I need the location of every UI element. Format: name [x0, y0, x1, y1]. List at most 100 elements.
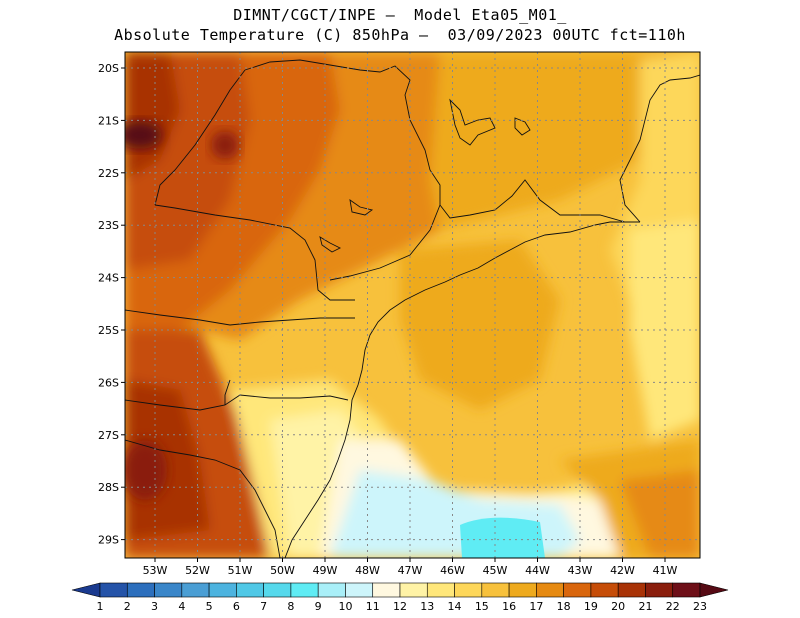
lat-tick-label: 21S	[98, 114, 119, 127]
colorbar-label: 13	[420, 600, 434, 613]
lon-tick-label: 44W	[525, 564, 550, 577]
colorbar-swatch	[99, 582, 128, 598]
state-border-north	[244, 59, 640, 223]
colorbar-label: 18	[557, 600, 571, 613]
colorbar-label: 20	[611, 600, 625, 613]
border-parana-sp	[154, 204, 355, 301]
hot-core-south	[125, 440, 167, 500]
colorbar-label: 11	[366, 600, 380, 613]
colorbar-swatch	[508, 582, 537, 598]
colorbar-swatch	[154, 582, 183, 598]
lake-marimbondo	[514, 117, 531, 136]
lon-tick-label: 53W	[143, 564, 168, 577]
lat-tick-label: 23S	[98, 219, 119, 232]
lat-tick-label: 25S	[98, 324, 119, 337]
colorbar-swatch	[236, 582, 264, 598]
colorbar-label: 9	[315, 600, 322, 613]
colorbar-swatch	[399, 582, 428, 598]
colorbar-label: 3	[151, 600, 158, 613]
lon-tick-label: 43W	[568, 564, 593, 577]
colorbar-swatch	[617, 582, 646, 598]
lon-tick-label: 51W	[228, 564, 253, 577]
lat-tick-label: 24S	[98, 272, 119, 285]
colorbar-label: 7	[260, 600, 267, 613]
colorbar-high-arrow	[699, 582, 729, 598]
colorbar-label: 14	[448, 600, 462, 613]
field-central-orange	[400, 240, 560, 410]
lon-tick-label: 42W	[610, 564, 635, 577]
colorbar-label: 15	[475, 600, 489, 613]
colorbar-swatch	[181, 582, 210, 598]
colorbar-swatch	[672, 582, 701, 598]
lake-furnas	[449, 98, 496, 146]
lon-tick-label: 49W	[313, 564, 338, 577]
lat-tick-label: 26S	[98, 376, 119, 389]
lat-tick-label: 22S	[98, 167, 119, 180]
colorbar-swatch	[372, 582, 401, 598]
map-title-line2: Absolute Temperature (C) 850hPa – 03/09/…	[114, 26, 686, 44]
colorbar-swatch	[290, 582, 319, 598]
colorbar: 1 2 3 4 5 6 7 8 9 10 11 12 13 14 15 16 17 18 19 20 21 22 23	[71, 582, 729, 613]
lon-tick-label: 41W	[653, 564, 678, 577]
colorbar-label: 22	[666, 600, 680, 613]
colorbar-swatch	[126, 582, 155, 598]
colorbar-swatch	[645, 582, 674, 598]
lake-itaipu	[319, 236, 342, 253]
colorbar-swatch	[536, 582, 564, 598]
lon-tick-label: 52W	[185, 564, 210, 577]
lon-tick-label: 47W	[398, 564, 423, 577]
colorbar-label: 21	[638, 600, 652, 613]
lat-tick-label: 20S	[98, 62, 119, 75]
border-rs-interior	[125, 439, 281, 558]
cold-pool	[460, 517, 545, 558]
temperature-field	[125, 52, 700, 558]
field-ne-core	[440, 60, 640, 200]
lon-tick-label: 45W	[483, 564, 508, 577]
colorbar-swatch	[563, 582, 592, 598]
colorbar-swatch	[263, 582, 292, 598]
border-west-north	[154, 69, 246, 206]
field-sw-deep	[125, 380, 210, 540]
coastlines-borders	[125, 59, 700, 558]
colorbar-label: 4	[178, 600, 185, 613]
field-se-darkorange	[620, 470, 700, 558]
lat-tick-label: 29S	[98, 534, 119, 547]
border-pr-sc	[125, 309, 355, 326]
colorbar-swatch	[426, 582, 455, 598]
lake-ilha-solteira	[349, 199, 374, 216]
hot-core-north	[125, 121, 162, 149]
colorbar-swatch	[317, 582, 346, 598]
colorbar-label: 6	[233, 600, 240, 613]
colorbar-swatch	[208, 582, 237, 598]
lat-tick-label: 28S	[98, 481, 119, 494]
colorbar-label: 12	[393, 600, 407, 613]
colorbar-swatch	[345, 582, 374, 598]
atlantic-coastline	[284, 221, 640, 558]
colorbar-label: 23	[693, 600, 707, 613]
lon-tick-label: 46W	[440, 564, 465, 577]
border-misc	[224, 379, 231, 405]
colorbar-low-arrow	[71, 582, 101, 598]
state-border-east	[619, 74, 700, 223]
colorbar-label: 17	[529, 600, 543, 613]
colorbar-label: 10	[338, 600, 352, 613]
colorbar-swatch	[454, 582, 483, 598]
colorbar-label: 8	[287, 600, 294, 613]
colorbar-label: 5	[206, 600, 213, 613]
lon-tick-label: 48W	[355, 564, 380, 577]
border-sp-north	[329, 204, 441, 281]
map-title-line1: DIMNT/CGCT/INPE – Model Eta05_M01_	[233, 6, 567, 24]
hot-core-21s	[211, 131, 239, 159]
colorbar-label: 19	[584, 600, 598, 613]
lon-tick-label: 50W	[270, 564, 295, 577]
colorbar-swatch	[481, 582, 510, 598]
axis-ticks: 20S 21S 22S 23S 24S 25S 26S 27S 28S 29S 53W 52W 51W 5…	[98, 62, 678, 577]
lat-tick-label: 27S	[98, 429, 119, 442]
colorbar-swatch	[590, 582, 619, 598]
colorbar-label: 2	[124, 600, 131, 613]
plot-frame	[124, 51, 701, 559]
colorbar-label: 16	[502, 600, 516, 613]
gridlines	[125, 52, 700, 558]
colorbar-label: 1	[97, 600, 104, 613]
